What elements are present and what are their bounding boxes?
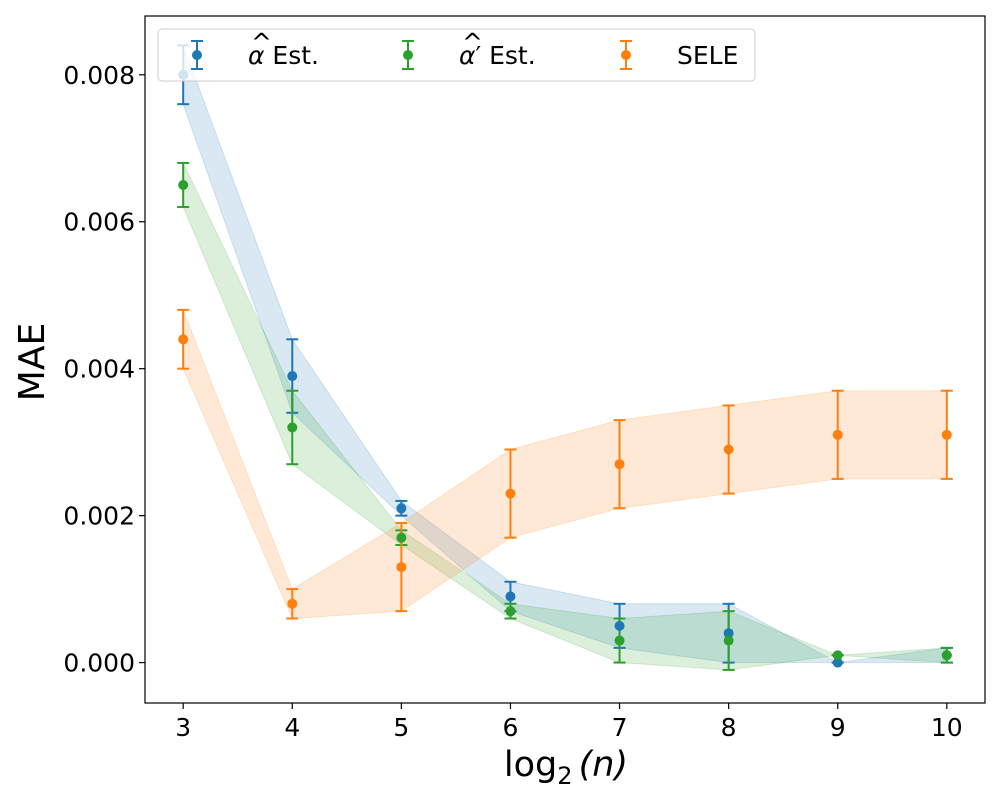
- x-axis-label-subscript: 2: [557, 762, 572, 790]
- point-series-1-x9: [832, 657, 843, 668]
- x-axis-label: log2 (n): [504, 745, 628, 790]
- point-series-2-x9: [832, 650, 843, 661]
- legend-label-3-base: SELE: [677, 41, 738, 70]
- legend-label-2: α′ Est.: [459, 41, 536, 70]
- point-series-1-x7: [614, 620, 625, 631]
- point-series-2-x7: [614, 635, 625, 646]
- x-tick-label-7: 7: [612, 713, 628, 742]
- x-tick-label-8: 8: [721, 713, 737, 742]
- legend-label-1-suffix: Est.: [264, 41, 319, 70]
- point-series-2-x4: [287, 422, 298, 433]
- plot-frame: [144, 15, 986, 704]
- point-series-1-x4: [287, 371, 298, 382]
- legend-box: [157, 28, 756, 82]
- legend-marker-2: [403, 50, 413, 60]
- x-tick-label-6: 6: [503, 713, 519, 742]
- legend-label-2-suffix: ′ Est.: [475, 41, 535, 70]
- x-tick-label-5: 5: [393, 713, 409, 742]
- confidence-bands: [182, 45, 948, 671]
- y-tick-label-2: 0.004: [63, 355, 135, 384]
- point-series-3-x7: [614, 459, 625, 470]
- point-series-3-x4: [287, 598, 298, 609]
- data-points: [178, 69, 952, 668]
- y-axis-ticks: 0.000 0.002 0.004 0.006 0.008: [63, 61, 145, 678]
- point-series-3-x8: [723, 444, 734, 455]
- y-tick-label-4: 0.008: [63, 61, 135, 90]
- point-series-2-x5: [396, 532, 407, 543]
- point-series-3-x9: [832, 429, 843, 440]
- point-series-2-x8: [723, 635, 734, 646]
- x-axis-label-argument: (n): [579, 745, 629, 785]
- legend-label-1: α Est.: [248, 41, 319, 70]
- y-tick-label-1: 0.002: [63, 502, 135, 531]
- y-axis-label: MAE: [12, 323, 53, 401]
- point-series-3-x3: [178, 334, 189, 345]
- legend-hat-2: ^: [462, 28, 483, 57]
- legend-label-1-base: α: [248, 41, 265, 70]
- legend-marker-1: [192, 50, 202, 60]
- point-series-3-x6: [505, 488, 516, 499]
- legend-label-2-base: α: [459, 41, 476, 70]
- point-series-2-x10: [941, 650, 952, 661]
- legend-marker-3: [621, 50, 631, 60]
- x-tick-label-4: 4: [284, 713, 300, 742]
- point-series-1-x5: [396, 503, 407, 514]
- x-axis-ticks: 3 4 5 6 7 8 9 10: [175, 703, 963, 742]
- legend-hat-1: ^: [251, 28, 272, 57]
- y-tick-label-3: 0.006: [63, 208, 135, 237]
- x-tick-label-3: 3: [175, 713, 191, 742]
- x-tick-label-10: 10: [931, 713, 963, 742]
- band-series-1: [182, 45, 948, 664]
- x-tick-label-9: 9: [830, 713, 846, 742]
- y-tick-label-0: 0.000: [63, 649, 135, 678]
- point-series-1-x6: [505, 591, 516, 602]
- point-series-1-x8: [723, 628, 734, 639]
- point-series-2-x3: [178, 179, 189, 190]
- point-series-3-x5: [396, 562, 407, 573]
- point-series-2-x6: [505, 606, 516, 617]
- legend-label-3: SELE: [677, 41, 738, 70]
- point-series-3-x10: [941, 429, 952, 440]
- x-axis-label-log: log: [504, 745, 557, 785]
- legend: α Est.^ α′ Est.^ SELE: [157, 28, 756, 82]
